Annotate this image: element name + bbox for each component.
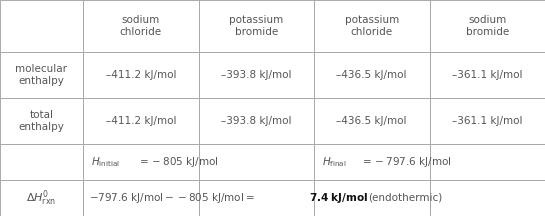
Text: –411.2 kJ/mol: –411.2 kJ/mol <box>106 70 176 80</box>
Bar <box>0 98 83 144</box>
Bar <box>198 0 314 52</box>
Bar <box>314 144 429 180</box>
Bar <box>0 52 83 98</box>
Bar <box>0 144 83 180</box>
Text: –436.5 kJ/mol: –436.5 kJ/mol <box>336 70 407 80</box>
Text: sodium
chloride: sodium chloride <box>120 15 162 37</box>
Text: –361.1 kJ/mol: –361.1 kJ/mol <box>452 70 523 80</box>
Text: –436.5 kJ/mol: –436.5 kJ/mol <box>336 116 407 126</box>
Bar <box>198 180 314 216</box>
Bar <box>429 180 545 216</box>
Bar <box>429 98 545 144</box>
Bar <box>314 180 429 216</box>
Bar <box>83 52 198 98</box>
Text: –361.1 kJ/mol: –361.1 kJ/mol <box>452 116 523 126</box>
Text: potassium
chloride: potassium chloride <box>344 15 399 37</box>
Text: $H_{\mathrm{final}}$: $H_{\mathrm{final}}$ <box>322 155 347 169</box>
Bar <box>83 98 198 144</box>
Text: –393.8 kJ/mol: –393.8 kJ/mol <box>221 70 292 80</box>
Text: –411.2 kJ/mol: –411.2 kJ/mol <box>106 116 176 126</box>
Text: $\mathbf{7.4\ kJ/mol}$: $\mathbf{7.4\ kJ/mol}$ <box>309 191 368 205</box>
Bar <box>83 144 198 180</box>
Bar <box>83 180 198 216</box>
Text: (endothermic): (endothermic) <box>368 193 442 203</box>
Bar <box>429 0 545 52</box>
Text: sodium
bromide: sodium bromide <box>465 15 509 37</box>
Bar <box>198 144 314 180</box>
Text: $= -805\ \mathrm{kJ/mol}$: $= -805\ \mathrm{kJ/mol}$ <box>137 155 219 169</box>
Bar <box>198 98 314 144</box>
Bar <box>314 98 429 144</box>
Text: $= -797.6\ \mathrm{kJ/mol}$: $= -797.6\ \mathrm{kJ/mol}$ <box>360 155 452 169</box>
Bar <box>0 0 83 52</box>
Text: –393.8 kJ/mol: –393.8 kJ/mol <box>221 116 292 126</box>
Bar <box>0 180 83 216</box>
Text: molecular
enthalpy: molecular enthalpy <box>15 64 68 86</box>
Text: $\Delta H^0_{\mathrm{rxn}}$: $\Delta H^0_{\mathrm{rxn}}$ <box>26 188 57 208</box>
Bar <box>83 0 198 52</box>
Bar <box>314 52 429 98</box>
Bar <box>198 52 314 98</box>
Text: $-797.6\ \mathrm{kJ/mol} - -805\ \mathrm{kJ/mol} = $: $-797.6\ \mathrm{kJ/mol} - -805\ \mathrm… <box>89 191 255 205</box>
Text: $H_{\mathrm{initial}}$: $H_{\mathrm{initial}}$ <box>91 155 120 169</box>
Bar <box>314 0 429 52</box>
Text: potassium
bromide: potassium bromide <box>229 15 283 37</box>
Bar <box>429 144 545 180</box>
Text: total
enthalpy: total enthalpy <box>19 110 64 132</box>
Bar <box>429 52 545 98</box>
